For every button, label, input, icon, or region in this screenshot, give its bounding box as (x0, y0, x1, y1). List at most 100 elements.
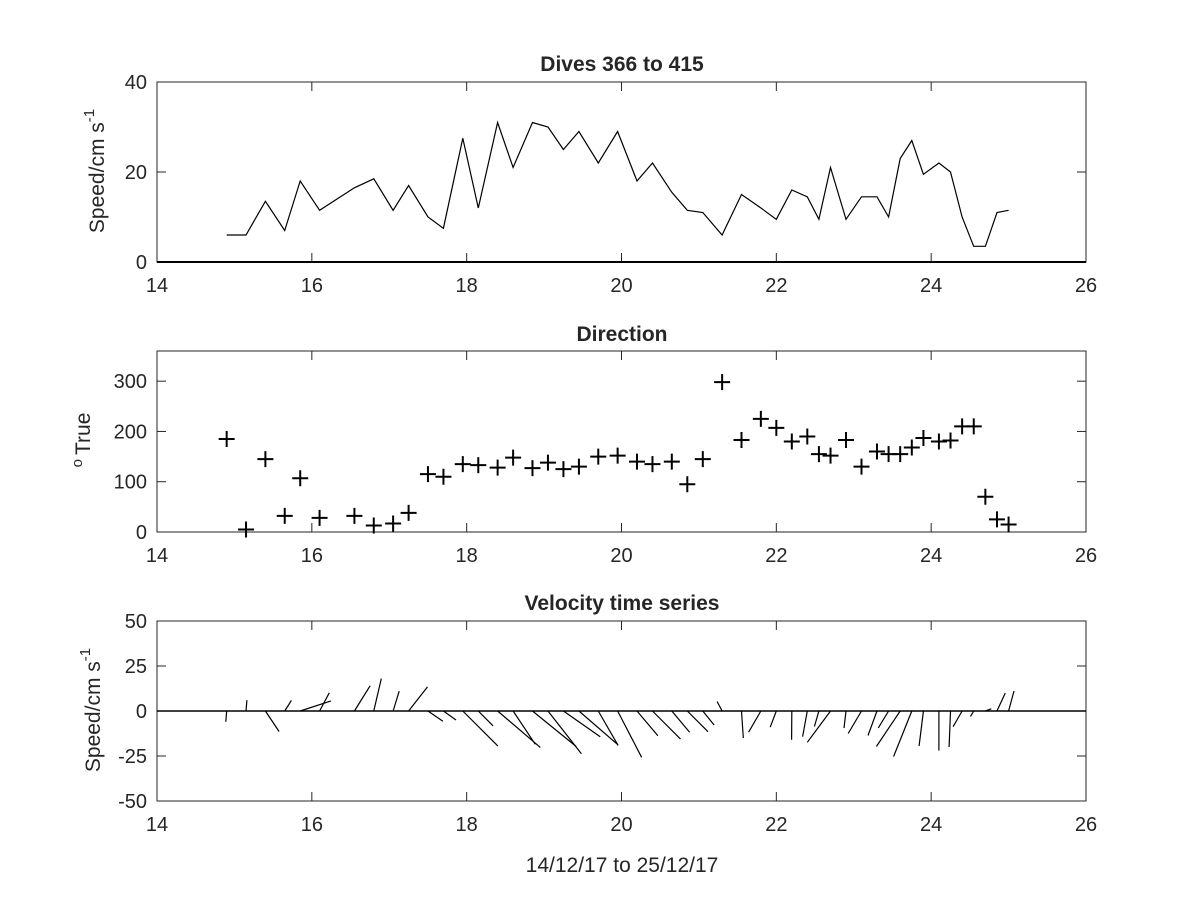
bottom-chart-y-tick-label: 50 (125, 611, 147, 633)
top-chart-axes-box (156, 81, 1087, 263)
direction-marker (838, 431, 855, 448)
bottom-chart-ylabel: Speed/cm s-1 (77, 648, 105, 772)
direction-marker (810, 446, 827, 463)
bottom-chart-x-tick-label: 14 (146, 814, 168, 836)
direction-marker (524, 460, 541, 477)
velocity-stick (802, 710, 808, 737)
top-chart-x-tick-label: 24 (920, 275, 942, 297)
middle-chart-y-tick-label: 0 (136, 522, 147, 544)
top-chart-title: Dives 366 to 415 (540, 53, 704, 76)
direction-marker (609, 447, 626, 464)
middle-chart-x-tick-label: 26 (1075, 545, 1097, 567)
direction-marker (768, 419, 785, 436)
direction-marker (988, 511, 1005, 528)
middle-chart: Direction 14 16 18 20 22 24 26 0 100 200 300 o True (69, 323, 1097, 567)
top-chart-ylabel: Speed/cm s-1 (81, 109, 109, 233)
velocity-stick (477, 710, 494, 727)
middle-chart-y-tick-label: 100 (114, 472, 147, 494)
middle-chart-title: Direction (576, 323, 667, 346)
top-chart-x-tick-label: 14 (146, 275, 168, 297)
direction-marker (257, 451, 274, 468)
middle-chart-x-tick-label: 24 (920, 545, 942, 567)
direction-marker (663, 453, 680, 470)
middle-chart-ylabel-main: True (72, 413, 95, 455)
bottom-chart-x-tick-label: 20 (610, 814, 632, 836)
bottom-chart-ylabel-superscript: -1 (77, 648, 94, 661)
top-chart-ylabel-superscript: -1 (81, 109, 98, 122)
middle-chart-ylabel: o True (69, 413, 95, 468)
middle-chart-x-tick-label: 18 (456, 545, 478, 567)
top-chart-y-tick-label: 0 (136, 252, 147, 274)
middle-chart-y-tick-label: 300 (114, 371, 147, 393)
bottom-chart-y-tick-label: -50 (118, 791, 147, 813)
velocity-stick (985, 708, 992, 712)
direction-marker (714, 374, 731, 391)
top-chart-x-tick-label: 16 (301, 275, 323, 297)
velocity-stick (806, 710, 832, 743)
direction-marker (892, 446, 909, 463)
direction-marker (276, 507, 293, 524)
direction-marker (435, 468, 452, 485)
velocity-stick (578, 710, 619, 746)
direction-marker (470, 457, 487, 474)
top-chart-ylabel-main: Speed/cm s (86, 122, 109, 233)
velocity-stick (952, 710, 963, 727)
top-chart-x-tick-label: 22 (765, 275, 787, 297)
velocity-stick (353, 685, 371, 712)
velocity-stick (740, 710, 744, 739)
direction-marker (822, 447, 839, 464)
bottom-chart-ylabel-main: Speed/cm s (82, 661, 105, 772)
velocity-stick (427, 710, 444, 722)
direction-marker (783, 433, 800, 450)
velocity-stick (716, 701, 723, 712)
velocity-stick (875, 710, 901, 747)
direction-marker (679, 476, 696, 493)
bottom-chart-x-tick-label: 16 (301, 814, 323, 836)
velocity-stick (512, 710, 536, 745)
velocity-stick (245, 700, 248, 712)
top-chart-y-tick-label: 20 (125, 162, 147, 184)
bottom-chart-y-tick-label: 25 (125, 656, 147, 678)
velocity-stick (408, 686, 428, 712)
velocity-stick (847, 710, 863, 734)
direction-marker (752, 410, 769, 427)
bottom-chart-x-tick-label: 22 (765, 814, 787, 836)
direction-marker (977, 488, 994, 505)
velocity-stick (702, 710, 715, 726)
middle-chart-x-tick-label: 22 (765, 545, 787, 567)
top-chart-x-tick-label: 26 (1075, 275, 1097, 297)
bottom-chart-y-tick-label: 0 (136, 701, 147, 723)
direction-marker (853, 458, 870, 475)
velocity-stick (769, 710, 777, 728)
velocity-stick (1008, 690, 1015, 712)
bottom-chart: Velocity time series 14 16 18 20 22 24 26 -50 -2… (77, 592, 1097, 877)
direction-marker (930, 433, 947, 450)
velocity-stick (652, 710, 681, 740)
velocity-stick (373, 678, 382, 712)
direction-marker (346, 507, 363, 524)
velocity-stick (563, 710, 601, 738)
bottom-chart-x-tick-label: 18 (456, 814, 478, 836)
direction-marker (539, 454, 556, 471)
velocity-stick (748, 710, 762, 733)
bottom-chart-title: Velocity time series (525, 592, 720, 615)
direction-marker (218, 430, 235, 447)
bottom-chart-x-tick-label: 24 (920, 814, 942, 836)
velocity-stick (597, 710, 619, 746)
direction-marker (365, 517, 382, 534)
top-chart-plot: 14 16 18 20 22 24 26 0 20 40 (125, 72, 1097, 297)
velocity-stick (319, 692, 330, 712)
velocity-stick (867, 710, 878, 736)
direction-marker (454, 456, 471, 473)
velocity-stick (636, 710, 659, 737)
velocity-stick (948, 710, 952, 748)
velocity-stick (893, 710, 913, 757)
velocity-stick (547, 710, 582, 755)
velocity-stick (225, 710, 228, 722)
velocity-stick (284, 700, 292, 712)
bottom-chart-x-tick-label: 26 (1075, 814, 1097, 836)
velocity-stick (813, 710, 820, 727)
direction-marker (644, 456, 661, 473)
direction-marker (570, 458, 587, 475)
